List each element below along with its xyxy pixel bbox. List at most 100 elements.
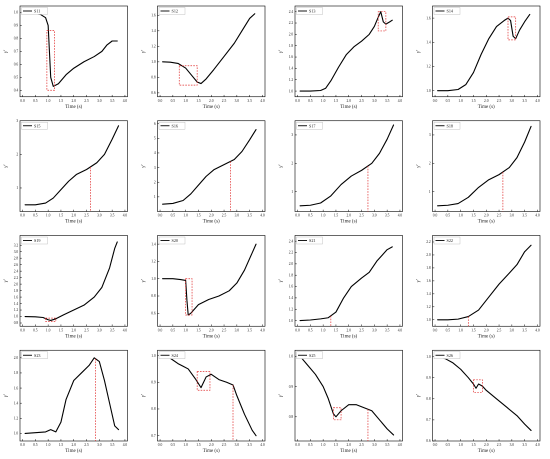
x-tick-label: 1.0 <box>458 328 463 332</box>
x-tick-label: 3.5 <box>110 443 115 447</box>
plot-frame <box>432 235 541 327</box>
y-tick-label: 1.4 <box>426 292 431 296</box>
y-axis-label: γ′ <box>417 393 422 397</box>
y-tick-label: 1.6 <box>289 285 294 289</box>
x-tick-label: 4.0 <box>398 328 403 332</box>
y-tick-label: 3.2 <box>14 243 19 247</box>
x-tick-label: 1.5 <box>59 328 64 332</box>
x-tick-label: 1.0 <box>458 443 463 447</box>
x-tick-label: 4.0 <box>123 214 128 218</box>
x-tick-label: 3.0 <box>510 443 515 447</box>
x-tick-label: 3.0 <box>97 328 102 332</box>
x-tick-label: 0.0 <box>20 99 25 103</box>
series-line <box>162 128 257 205</box>
y-tick-label: 1.0 <box>14 315 19 319</box>
y-tick-label: 2 <box>154 180 156 184</box>
x-tick-label: 0.5 <box>33 328 38 332</box>
y-tick-label: 1.4 <box>14 302 19 306</box>
plot-frame <box>157 235 266 327</box>
y-tick-label: 2.0 <box>426 253 431 257</box>
y-tick-label: 2.0 <box>14 356 19 360</box>
x-tick-label: 3.0 <box>372 214 377 218</box>
x-tick-label: 2.0 <box>347 328 352 332</box>
x-tick-label: 4.0 <box>535 99 540 103</box>
y-tick-label: 1.6 <box>151 14 156 18</box>
x-tick-label: 0.0 <box>295 328 300 332</box>
x-tick-label: 2.5 <box>84 214 89 218</box>
y-tick-label: 1 <box>16 186 18 190</box>
x-tick-label: 3.5 <box>110 214 115 218</box>
series-line <box>299 124 395 207</box>
x-tick-label: 3.0 <box>235 214 240 218</box>
y-tick-label: 1.8 <box>426 266 431 270</box>
x-tick-label: 1.0 <box>46 99 51 103</box>
y-tick-label: 1.2 <box>289 307 294 311</box>
x-axis-label: Time (s) <box>478 449 495 454</box>
y-axis-label: γ′ <box>279 49 284 53</box>
y-tick-label: 0.9 <box>289 385 294 389</box>
x-tick-label: 1.0 <box>183 443 188 447</box>
y-tick-label: 1.0 <box>14 11 19 15</box>
x-tick-label: 3.5 <box>522 99 527 103</box>
x-tick-label: 1.5 <box>471 443 476 447</box>
highlight-box <box>185 278 193 316</box>
x-tick-label: 4.0 <box>260 328 265 332</box>
x-tick-label: 2.5 <box>84 328 89 332</box>
x-tick-label: 2.0 <box>484 99 489 103</box>
y-tick-label: 3 <box>16 119 18 123</box>
highlight-box <box>46 30 55 91</box>
chart-panel: 0.0 0.5 1.0 1.5 2.0 2.5 3.0 3.5 4.0 1 2 3 Time (s) γ′… <box>4 119 128 225</box>
y-tick-label: 1.0 <box>14 432 19 436</box>
plot-frame <box>19 235 128 327</box>
y-axis-label: γ′ <box>4 393 9 397</box>
series-line <box>299 246 393 322</box>
y-tick-label: 2.6 <box>14 263 19 267</box>
chart-panel: 0.0 0.5 1.0 1.5 2.0 2.5 3.0 3.5 4.0 0.7 0.8 0.9 1.0 T… <box>142 349 266 454</box>
chart-panel: 0.0 0.5 1.0 1.5 2.0 2.5 3.0 3.5 4.0 0.6 0.7 0.8 0.9 1… <box>417 349 541 454</box>
x-tick-label: 1.5 <box>471 99 476 103</box>
x-tick-label: 4.0 <box>260 99 265 103</box>
x-tick-label: 1.0 <box>321 214 326 218</box>
y-tick-label: 0.8 <box>289 415 294 419</box>
x-tick-label: 3.0 <box>97 443 102 447</box>
x-tick-label: 2.5 <box>497 443 502 447</box>
x-tick-label: 3.0 <box>372 99 377 103</box>
x-axis-label: Time (s) <box>65 105 82 110</box>
x-tick-label: 2.5 <box>497 328 502 332</box>
y-tick-label: 1.0 <box>151 277 156 281</box>
y-tick-label: 2.4 <box>14 269 19 273</box>
legend-label: S17 <box>309 123 316 128</box>
x-axis-label: Time (s) <box>65 334 82 339</box>
x-axis-label: Time (s) <box>65 449 82 454</box>
legend-box <box>158 351 186 359</box>
legend-label: S18 <box>447 123 454 128</box>
x-tick-label: 3.5 <box>247 328 252 332</box>
x-tick-label: 2.5 <box>84 99 89 103</box>
series-line <box>162 243 257 316</box>
y-tick-label: 1.8 <box>14 371 19 375</box>
x-tick-label: 2.5 <box>222 214 227 218</box>
y-axis-label: γ′ <box>142 278 147 282</box>
series-line <box>437 356 532 431</box>
x-tick-label: 1.5 <box>471 214 476 218</box>
x-tick-label: 3.0 <box>97 214 102 218</box>
y-tick-label: 2.0 <box>289 33 294 37</box>
y-tick-label: 0.8 <box>14 321 19 325</box>
y-tick-label: 1.0 <box>151 354 156 358</box>
y-axis-label: γ′ <box>417 278 422 282</box>
y-tick-label: 0.8 <box>426 397 431 401</box>
x-tick-label: 4.0 <box>535 443 540 447</box>
y-tick-label: 1.8 <box>14 289 19 293</box>
legend-label: S15 <box>34 123 41 128</box>
x-tick-label: 2.5 <box>359 443 364 447</box>
x-tick-label: 4.0 <box>535 214 540 218</box>
x-tick-label: 3.0 <box>510 328 515 332</box>
legend-box <box>433 122 461 130</box>
y-axis-label: γ′ <box>279 278 284 282</box>
y-tick-label: 1.6 <box>14 295 19 299</box>
series-line <box>437 13 531 92</box>
x-tick-label: 1.5 <box>334 328 339 332</box>
y-tick-label: 2 <box>16 153 18 157</box>
x-tick-label: 3.5 <box>522 214 527 218</box>
legend-label: S19 <box>34 238 41 243</box>
